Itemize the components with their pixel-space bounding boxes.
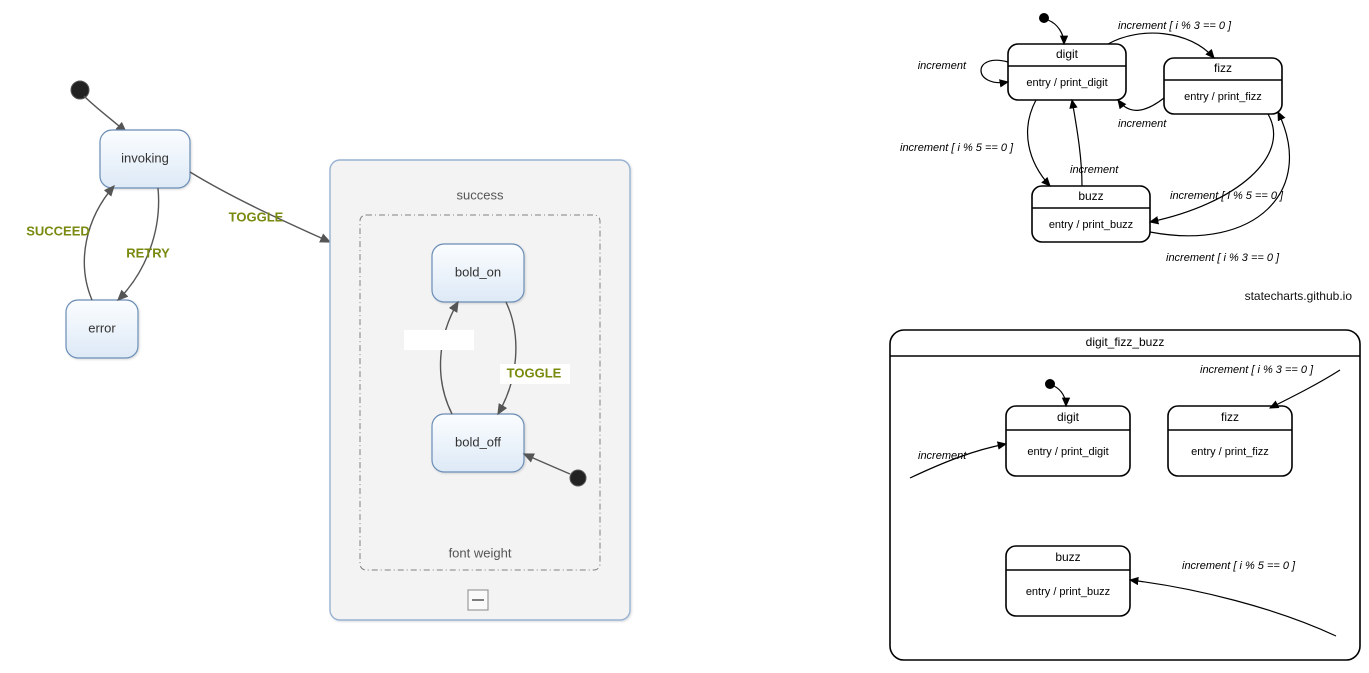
- digit-body-bottom: entry / print_digit: [1027, 446, 1108, 458]
- collapse-handle[interactable]: [468, 590, 488, 610]
- inner-initial-pseudostate: [570, 470, 586, 486]
- initial-inner-bottom: [1045, 379, 1055, 389]
- lbl-digit-buzz-top: increment [ i % 5 == 0 ]: [900, 142, 1014, 154]
- lbl-ext-fizz: increment [ i % 3 == 0 ]: [1200, 364, 1314, 376]
- edge-digit-buzz-top: [1028, 100, 1050, 186]
- state-fizz-bottom: fizz entry / print_fizz: [1168, 406, 1292, 476]
- canvas: invoking error RETRY SUCCEED TOGGLE succ…: [0, 0, 1369, 673]
- state-invoking-label: invoking: [121, 150, 169, 165]
- edge-label-succeed: TOGGLE: [229, 209, 284, 224]
- state-fizz-top: fizz entry / print_fizz: [1164, 58, 1282, 114]
- lbl-fizz-digit-top: increment: [1118, 118, 1167, 130]
- state-buzz-top: buzz entry / print_buzz: [1032, 186, 1150, 242]
- edge-fizz-digit-top: [1118, 98, 1164, 110]
- bold-off-label: bold_off: [455, 434, 501, 449]
- edge-digit-self: [981, 60, 1008, 82]
- lbl-buzz-digit-top: increment: [1070, 164, 1119, 176]
- digit-head-top: digit: [1056, 47, 1079, 61]
- lbl-ext-buzz: increment [ i % 5 == 0 ]: [1182, 560, 1296, 572]
- state-error: error: [66, 300, 138, 358]
- left-diagram: invoking error RETRY SUCCEED TOGGLE succ…: [26, 81, 630, 620]
- initial-top: [1039, 13, 1049, 23]
- region-label: font weight: [449, 545, 512, 560]
- lbl-digit-fizz-top: increment [ i % 3 == 0 ]: [1118, 20, 1232, 32]
- edge-init-digit-top: [1048, 20, 1064, 44]
- state-bold-on: bold_on: [432, 244, 524, 302]
- success-title: success: [457, 187, 504, 202]
- edge-invoking-to-error: [118, 188, 159, 300]
- edge-invoking-to-success: [190, 172, 330, 242]
- fizz-head-top: fizz: [1214, 61, 1232, 75]
- edge-initial-to-invoking: [84, 96, 126, 132]
- digit-head-bottom: digit: [1057, 410, 1080, 424]
- buzz-body-bottom: entry / print_buzz: [1026, 586, 1110, 598]
- lbl-buzz-fizz-top: increment [ i % 3 == 0 ]: [1166, 252, 1280, 264]
- edge-label-toggle-down: TOGGLE: [507, 365, 562, 380]
- state-error-label: error: [88, 320, 116, 335]
- state-bold-off: bold_off: [432, 414, 524, 472]
- superstate-head: digit_fizz_buzz: [1086, 335, 1165, 349]
- state-digit-top: digit entry / print_digit: [1008, 44, 1126, 100]
- edge-error-to-invoking: [84, 186, 114, 300]
- edge-fizz-buzz-top: [1150, 114, 1274, 222]
- edge-label-fail: RETRY: [126, 245, 170, 260]
- right-top-diagram: digit entry / print_digit fizz entry / p…: [900, 13, 1289, 264]
- lbl-ext-digit: increment: [918, 450, 967, 462]
- fizz-head-bottom: fizz: [1221, 410, 1239, 424]
- toggle-label-bg-2: [404, 330, 474, 350]
- state-invoking: invoking: [100, 130, 190, 188]
- fizz-body-top: entry / print_fizz: [1184, 91, 1262, 103]
- state-buzz-bottom: buzz entry / print_buzz: [1006, 546, 1130, 616]
- lbl-digit-self: increment: [918, 60, 967, 72]
- right-bottom-diagram: digit_fizz_buzz digit entry / print_digi…: [890, 330, 1360, 660]
- digit-body-top: entry / print_digit: [1026, 77, 1107, 89]
- attribution: statecharts.github.io: [1245, 289, 1353, 303]
- bold-on-label: bold_on: [455, 264, 501, 279]
- state-success-composite: success font weight bold_on bold_off TOG…: [330, 160, 630, 620]
- lbl-fizz-buzz-top: increment [ i % 5 == 0 ]: [1170, 190, 1284, 202]
- state-digit-bottom: digit entry / print_digit: [1006, 406, 1130, 476]
- edge-label-retry: SUCCEED: [26, 223, 90, 238]
- buzz-head-bottom: buzz: [1055, 550, 1080, 564]
- fizz-body-bottom: entry / print_fizz: [1191, 446, 1269, 458]
- buzz-head-top: buzz: [1078, 189, 1103, 203]
- buzz-body-top: entry / print_buzz: [1049, 219, 1133, 231]
- initial-pseudostate: [71, 81, 89, 99]
